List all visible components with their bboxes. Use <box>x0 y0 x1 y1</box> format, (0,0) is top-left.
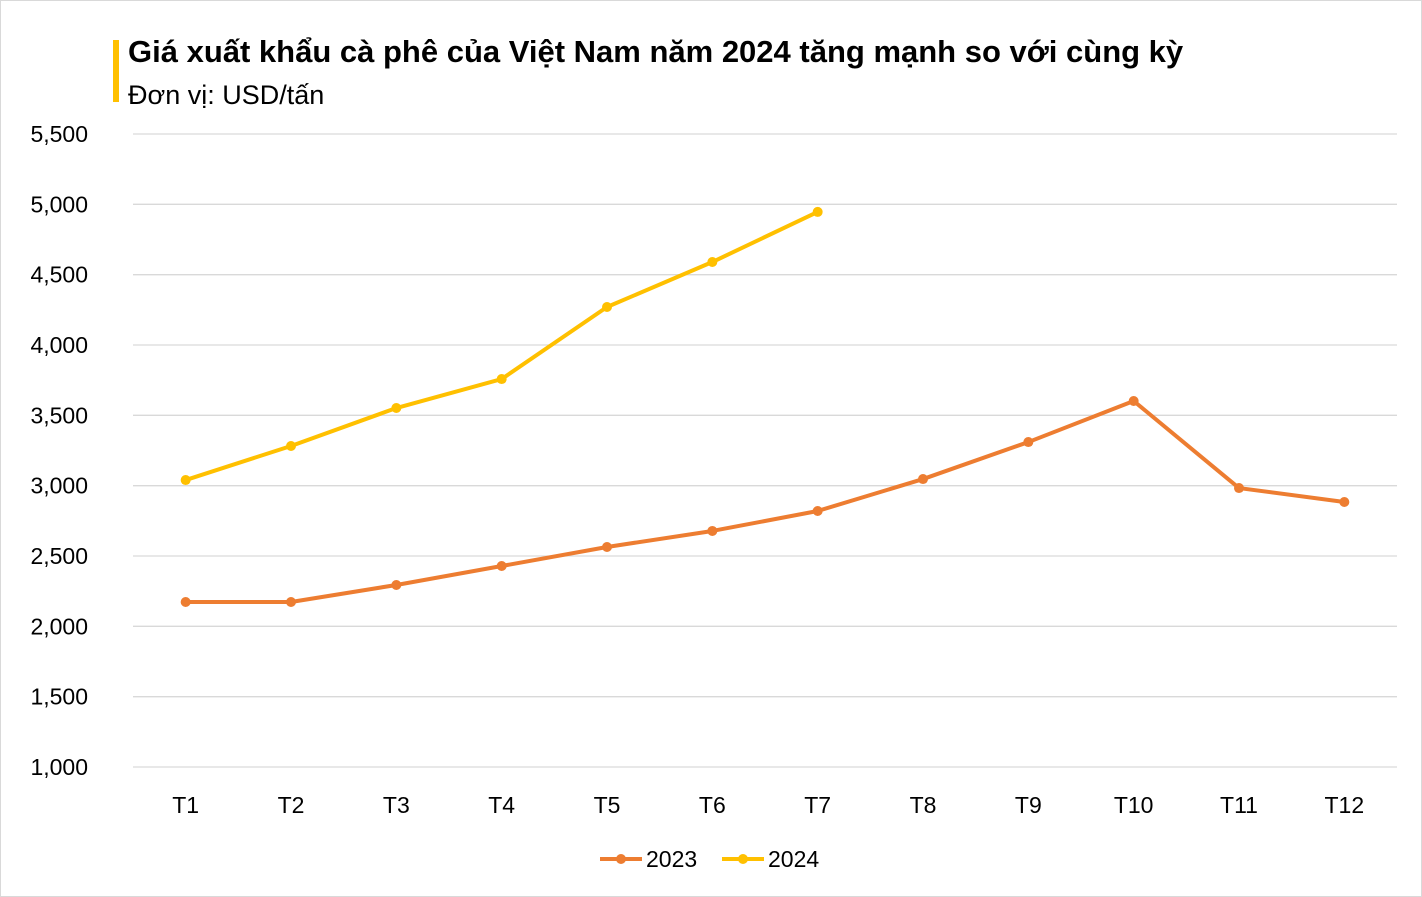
data-point-2023 <box>707 525 718 536</box>
x-tick-label: T4 <box>488 792 515 818</box>
x-tick-label: T7 <box>804 792 831 818</box>
legend-marker-2024 <box>738 854 748 864</box>
x-tick-label: T12 <box>1325 792 1365 818</box>
data-point-2023 <box>918 474 928 485</box>
y-tick-label: 2,500 <box>30 543 88 569</box>
chart-title: Giá xuất khẩu cà phê của Việt Nam năm 20… <box>128 34 1184 69</box>
y-tick-label: 3,000 <box>30 473 88 499</box>
series-line-2024 <box>185 210 819 482</box>
y-tick-label: 4,000 <box>30 332 88 358</box>
data-point-2023 <box>496 560 507 571</box>
data-point-2024 <box>707 257 718 268</box>
y-tick-label: 1,500 <box>30 684 88 710</box>
chart-subtitle: Đơn vị: USD/tấn <box>128 80 325 110</box>
x-tick-label: T9 <box>1015 792 1042 818</box>
x-tick-label: T5 <box>594 792 621 818</box>
y-tick-label: 4,500 <box>30 262 88 288</box>
data-point-2024 <box>602 302 612 313</box>
data-point-2023 <box>1234 483 1244 494</box>
x-tick-label: T10 <box>1114 792 1154 818</box>
data-point-2024 <box>286 440 296 451</box>
data-point-2024 <box>496 374 507 385</box>
data-point-2024 <box>180 475 191 486</box>
y-tick-label: 2,000 <box>30 613 88 639</box>
data-point-2023 <box>812 505 823 516</box>
data-point-2024 <box>812 206 823 217</box>
y-tick-label: 3,500 <box>30 402 88 428</box>
data-point-2023 <box>391 579 402 590</box>
data-point-2023 <box>1339 496 1350 507</box>
data-point-2023 <box>1128 395 1139 406</box>
legend-marker-2023 <box>616 854 626 864</box>
title-accent-bar <box>113 40 119 102</box>
x-tick-label: T1 <box>172 792 199 818</box>
x-tick-label: T8 <box>910 792 937 818</box>
legend-label-2023: 2023 <box>646 846 697 872</box>
data-point-2023 <box>286 596 296 607</box>
y-tick-label: 5,000 <box>30 191 88 217</box>
x-tick-label: T3 <box>383 792 410 818</box>
y-tick-label: 1,000 <box>30 754 88 780</box>
data-point-2023 <box>602 541 612 552</box>
x-tick-label: T11 <box>1220 792 1258 818</box>
y-tick-label: 5,500 <box>30 121 88 147</box>
x-tick-label: T2 <box>278 792 305 818</box>
data-point-2023 <box>1023 437 1034 448</box>
legend-label-2024: 2024 <box>768 846 819 872</box>
data-point-2023 <box>180 596 191 607</box>
data-point-2024 <box>391 403 402 414</box>
series-line-2023 <box>185 398 1345 604</box>
x-tick-label: T6 <box>699 792 726 818</box>
